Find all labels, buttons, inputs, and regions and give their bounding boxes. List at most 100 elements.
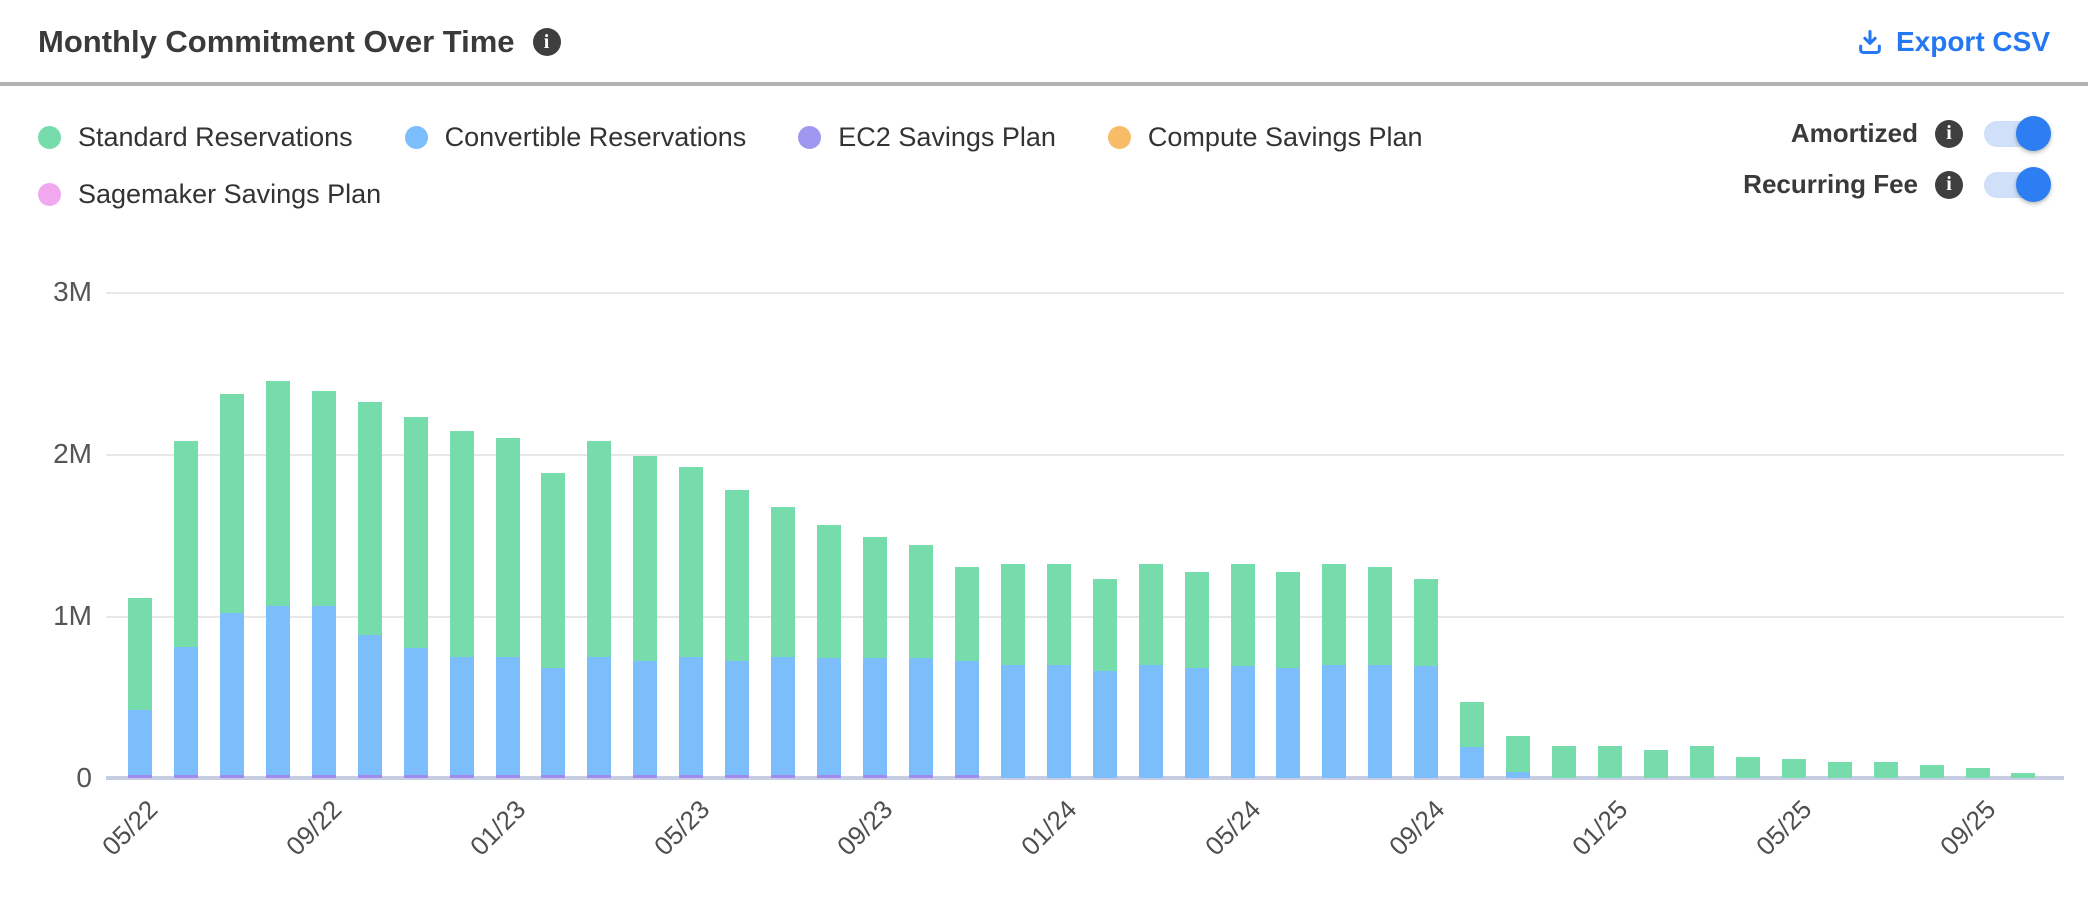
x-tick-label: 05/23 [647,794,715,862]
legend-item-convertible-reservations[interactable]: Convertible Reservations [404,122,746,153]
amortized-info-icon[interactable]: i [1935,119,1963,148]
bar-05/22[interactable]: 05/22 [96,292,164,861]
export-csv-button[interactable]: Export CSV [1856,26,2050,58]
bar-07/24[interactable] [1322,292,1347,778]
bar-stack [1368,567,1393,778]
bar-07/25[interactable] [1873,292,1898,778]
segment-standard-reservations [1322,564,1347,665]
segment-standard-reservations [1368,567,1393,665]
x-tick-label: 09/25 [1933,794,2002,862]
segment-ec2-savings-plan [265,774,290,778]
recurring-fee-info-icon[interactable]: i [1935,170,1963,199]
segment-convertible-reservations [1138,664,1163,778]
segment-convertible-reservations [679,656,704,775]
segment-convertible-reservations [954,661,979,775]
bar-stack [219,394,244,778]
bar-09/22[interactable]: 09/22 [280,292,347,861]
bar-06/22[interactable] [173,292,198,778]
bar-10/24[interactable] [1460,292,1485,778]
bar-10/25[interactable] [2011,292,2036,778]
segment-ec2-savings-plan [357,774,382,778]
segment-ec2-savings-plan [541,774,566,778]
bar-07/22[interactable] [219,292,244,778]
segment-standard-reservations [1827,761,1852,778]
bar-11/24[interactable] [1506,292,1531,778]
legend-item-compute-savings-plan[interactable]: Compute Savings Plan [1107,122,1423,153]
bar-11/22[interactable] [403,292,428,778]
bar-04/25[interactable] [1735,292,1760,778]
recurring-fee-toggle[interactable] [1984,166,2051,202]
bar-stack [128,598,152,778]
bar-09/23[interactable]: 09/23 [831,292,899,861]
segment-standard-reservations [633,455,658,662]
bar-02/24[interactable] [1092,292,1117,778]
bar-08/23[interactable] [817,292,842,778]
bar-12/22[interactable] [449,292,474,778]
bar-stack [173,441,198,778]
segment-ec2-savings-plan [954,774,979,778]
bar-08/25[interactable] [1919,292,1944,778]
segment-convertible-reservations [1322,664,1347,778]
bar-05/25[interactable]: 05/25 [1750,292,1817,861]
bar-stack [265,381,290,778]
segment-standard-reservations [128,598,152,710]
bar-02/23[interactable] [541,292,566,778]
bar-04/24[interactable] [1184,292,1209,778]
bar-05/23[interactable]: 05/23 [648,292,715,861]
segment-ec2-savings-plan [449,774,474,778]
bar-03/24[interactable] [1138,292,1163,778]
bar-03/25[interactable] [1689,292,1714,778]
y-tick-label: 1M [53,600,92,631]
bar-06/24[interactable] [1276,292,1301,778]
segment-convertible-reservations [908,658,933,775]
segment-standard-reservations [908,544,933,659]
amortized-toggle[interactable] [1984,115,2051,151]
bar-01/23[interactable]: 01/23 [464,292,531,861]
bar-stack [633,455,658,778]
segment-convertible-reservations [541,667,566,775]
download-icon [1856,28,1884,56]
y-tick-label: 0 [76,762,92,793]
bar-08/22[interactable] [265,292,290,778]
bar-11/23[interactable] [954,292,979,778]
bar-09/24[interactable]: 09/24 [1383,292,1450,861]
segment-ec2-savings-plan [908,774,933,778]
segment-standard-reservations [1092,578,1117,672]
bar-01/24[interactable]: 01/24 [1015,292,1082,861]
segment-ec2-savings-plan [771,774,796,778]
bar-07/23[interactable] [771,292,796,778]
segment-convertible-reservations [1368,664,1393,778]
bar-01/25[interactable]: 01/25 [1566,292,1634,861]
segment-standard-reservations [311,390,336,607]
bar-06/25[interactable] [1827,292,1852,778]
segment-ec2-savings-plan [633,774,658,778]
segment-standard-reservations [403,416,428,649]
title-info-icon[interactable]: i [532,28,561,56]
segment-convertible-reservations [1506,771,1531,778]
bar-03/23[interactable] [587,292,612,778]
bar-08/24[interactable] [1368,292,1393,778]
bar-10/23[interactable] [908,292,933,778]
bar-06/23[interactable] [725,292,750,778]
bar-04/23[interactable] [633,292,658,778]
segment-standard-reservations [1598,745,1622,778]
bar-02/25[interactable] [1643,292,1668,778]
segment-convertible-reservations [495,656,520,775]
bar-12/24[interactable] [1552,292,1577,778]
bar-stack [403,416,428,778]
bar-10/22[interactable] [357,292,382,778]
bar-stack [449,431,474,778]
x-tick-label: 05/22 [96,794,164,862]
segment-standard-reservations [1689,745,1714,778]
segment-standard-reservations [771,507,796,657]
segment-convertible-reservations [403,648,428,775]
bar-12/23[interactable] [1000,292,1025,778]
bar-stack [1092,578,1117,778]
segment-standard-reservations [1138,564,1163,665]
segment-standard-reservations [495,437,520,657]
legend-item-standard-reservations[interactable]: Standard Reservations [38,122,353,153]
legend-item-sagemaker-savings-plan[interactable]: Sagemaker Savings Plan [38,179,381,210]
bar-09/25[interactable]: 09/25 [1934,292,2001,861]
bar-05/24[interactable]: 05/24 [1199,292,1266,861]
legend-item-ec2-savings-plan[interactable]: EC2 Savings Plan [798,122,1056,153]
